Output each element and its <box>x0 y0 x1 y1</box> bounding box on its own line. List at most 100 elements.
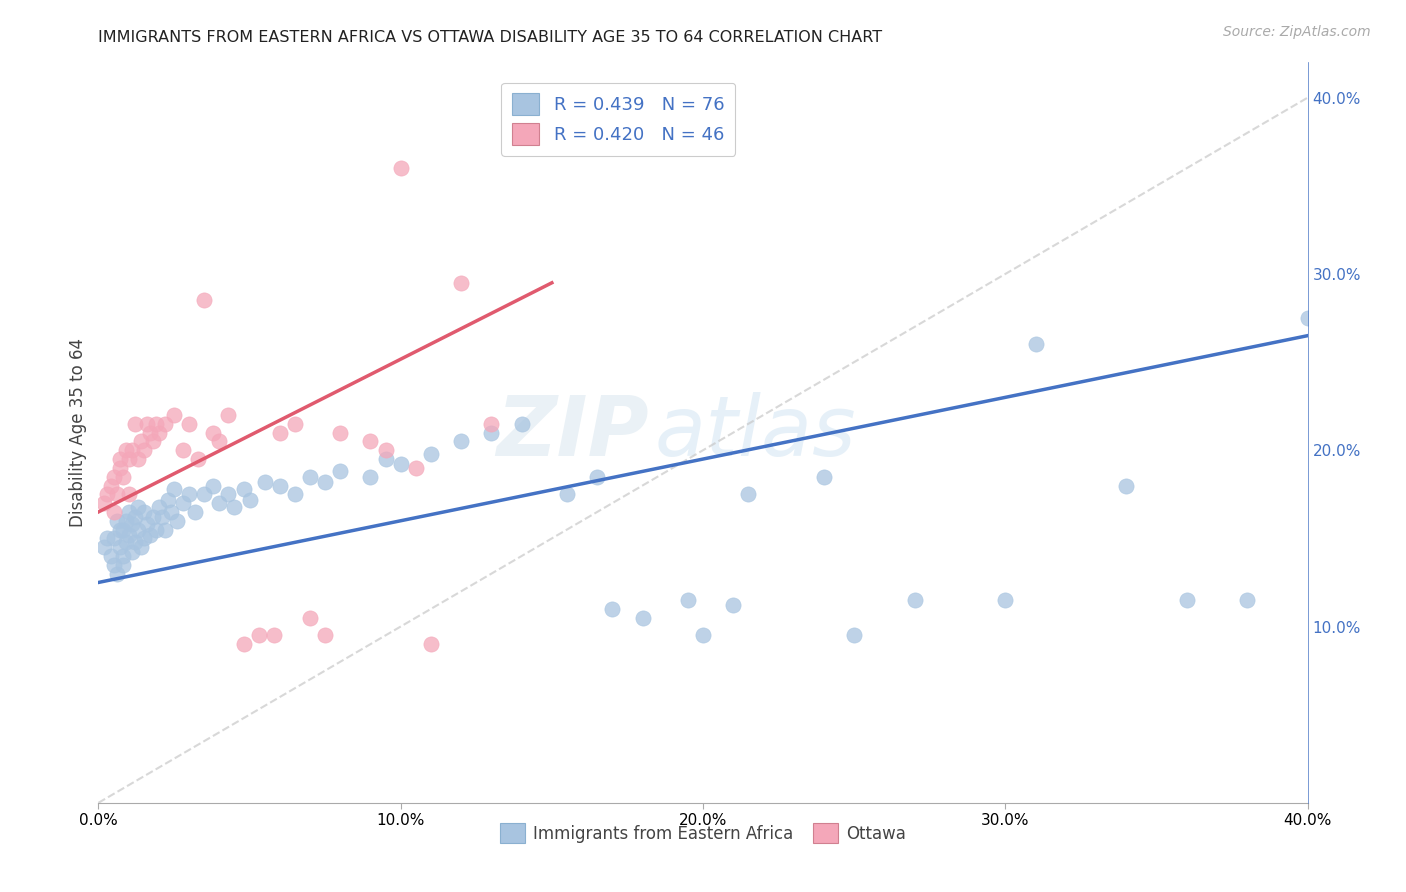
Point <box>96 532 118 546</box>
Point <box>105 487 128 501</box>
Point <box>631 610 654 624</box>
Point <box>420 637 443 651</box>
Point <box>314 628 336 642</box>
Point <box>253 475 276 489</box>
Point <box>124 417 146 431</box>
Point <box>329 464 352 478</box>
Point <box>121 443 143 458</box>
Point <box>239 492 262 507</box>
Point <box>111 523 134 537</box>
Point <box>160 505 183 519</box>
Point <box>129 540 152 554</box>
Point <box>135 517 157 532</box>
Point <box>193 293 215 308</box>
Point <box>723 599 745 613</box>
Text: Source: ZipAtlas.com: Source: ZipAtlas.com <box>1223 25 1371 39</box>
Point <box>405 461 427 475</box>
Point <box>1024 337 1046 351</box>
Point <box>129 434 152 449</box>
Point <box>114 514 136 528</box>
Point <box>124 510 146 524</box>
Point <box>103 532 125 546</box>
Point <box>93 540 115 554</box>
Point <box>232 637 254 651</box>
Point <box>111 558 134 572</box>
Point <box>329 425 352 440</box>
Point <box>184 505 207 519</box>
Point <box>108 523 131 537</box>
Point <box>121 545 143 559</box>
Point <box>156 492 179 507</box>
Point <box>586 469 609 483</box>
Point <box>224 500 246 514</box>
Point <box>510 417 533 431</box>
Point <box>1236 593 1258 607</box>
Y-axis label: Disability Age 35 to 64: Disability Age 35 to 64 <box>69 338 87 527</box>
Point <box>193 487 215 501</box>
Point <box>111 549 134 563</box>
Point <box>284 487 307 501</box>
Text: IMMIGRANTS FROM EASTERN AFRICA VS OTTAWA DISABILITY AGE 35 TO 64 CORRELATION CHA: IMMIGRANTS FROM EASTERN AFRICA VS OTTAWA… <box>98 29 883 45</box>
Point <box>103 505 125 519</box>
Point <box>172 443 194 458</box>
Point <box>108 461 131 475</box>
Point <box>844 628 866 642</box>
Point <box>1296 311 1319 326</box>
Point <box>166 514 188 528</box>
Point <box>105 514 128 528</box>
Point <box>299 469 322 483</box>
Point <box>108 452 131 467</box>
Point <box>269 425 291 440</box>
Point <box>904 593 927 607</box>
Point <box>148 500 170 514</box>
Point <box>217 408 239 422</box>
Point <box>148 425 170 440</box>
Point <box>202 425 225 440</box>
Point <box>114 443 136 458</box>
Legend: Immigrants from Eastern Africa, Ottawa: Immigrants from Eastern Africa, Ottawa <box>494 816 912 850</box>
Point <box>150 510 173 524</box>
Point <box>118 528 141 542</box>
Point <box>374 452 396 467</box>
Point <box>374 443 396 458</box>
Point <box>135 417 157 431</box>
Point <box>555 487 578 501</box>
Point <box>737 487 759 501</box>
Point <box>93 496 115 510</box>
Point <box>481 417 503 431</box>
Point <box>163 408 186 422</box>
Point <box>187 452 209 467</box>
Point <box>813 469 835 483</box>
Point <box>124 535 146 549</box>
Point <box>127 523 149 537</box>
Point <box>284 417 307 431</box>
Point <box>1175 593 1198 607</box>
Point <box>132 532 155 546</box>
Point <box>389 458 412 472</box>
Point <box>114 535 136 549</box>
Point <box>263 628 285 642</box>
Point <box>103 558 125 572</box>
Point <box>314 475 336 489</box>
Point <box>108 540 131 554</box>
Point <box>1115 478 1137 492</box>
Point <box>179 417 201 431</box>
Point <box>142 434 165 449</box>
Point <box>208 496 231 510</box>
Point <box>142 510 165 524</box>
Point <box>389 161 412 176</box>
Text: atlas: atlas <box>655 392 856 473</box>
Point <box>121 517 143 532</box>
Point <box>153 417 176 431</box>
Point <box>96 487 118 501</box>
Point <box>118 452 141 467</box>
Text: ZIP: ZIP <box>496 392 648 473</box>
Point <box>145 417 167 431</box>
Point <box>172 496 194 510</box>
Point <box>127 452 149 467</box>
Point <box>105 566 128 581</box>
Point <box>481 425 503 440</box>
Point <box>269 478 291 492</box>
Point <box>450 276 472 290</box>
Point <box>208 434 231 449</box>
